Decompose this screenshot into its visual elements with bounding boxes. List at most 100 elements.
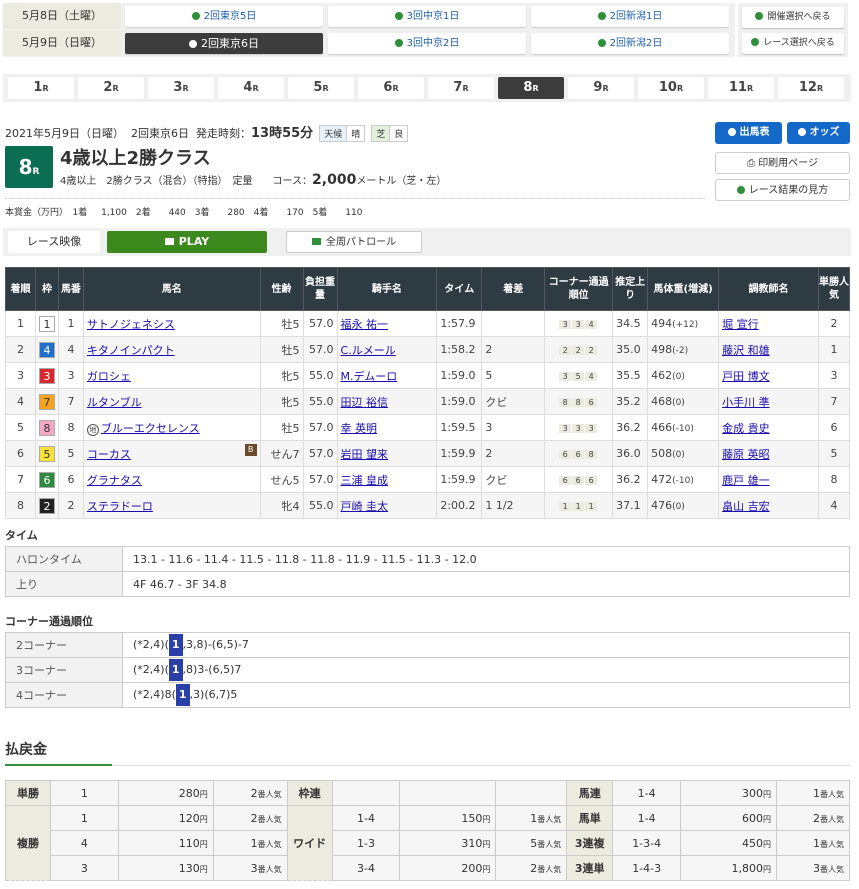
trainer-link[interactable]: 小手川 準 (722, 395, 770, 409)
combination-value: 1-4-3 (632, 861, 662, 875)
horse-name-link[interactable]: コーカス (86, 447, 131, 461)
race-button-1[interactable]: 1R (8, 77, 74, 99)
race-button-5[interactable]: 5R (288, 77, 354, 99)
finish-time: 1:59.0 (436, 362, 483, 389)
play-button[interactable]: PLAY (107, 231, 267, 253)
combination: 1-4 (612, 780, 682, 806)
meet-button-active[interactable]: 2回東京6日 (125, 33, 323, 54)
corner-position: 8 (559, 398, 572, 407)
horse-name-link[interactable]: ブルーエクセレンス (100, 421, 200, 435)
odds-button[interactable]: オッズ (787, 122, 850, 144)
race-button-3[interactable]: 3R (148, 77, 214, 99)
race-button-6[interactable]: 6R (358, 77, 424, 99)
race-suffix: R (182, 84, 189, 93)
horse-name-cell: キタノインパクト (82, 336, 261, 363)
column-header: 着順 (5, 267, 36, 311)
trainer-link[interactable]: 鹿戸 雄一 (722, 473, 770, 487)
column-header: 推定上り (612, 267, 649, 311)
result-guide-button[interactable]: レース結果の見方 (715, 179, 850, 201)
payout-amount: 1,800円 (680, 855, 777, 881)
entries-button[interactable]: 出馬表 (715, 122, 782, 144)
horse-name-cell: ガロシェ (82, 362, 261, 389)
print-page-button[interactable]: ⎙ 印刷用ページ (715, 152, 850, 174)
button-label: オッズ (809, 127, 840, 138)
jockey-cell: 幸 英明 (336, 414, 438, 441)
jockey-link[interactable]: 岩田 望来 (340, 447, 389, 461)
patrol-button[interactable]: 全周パトロール (286, 231, 422, 253)
race-button-8[interactable]: 8R (498, 77, 564, 99)
race-button-4[interactable]: 4R (218, 77, 284, 99)
column-header: 馬名 (82, 267, 261, 311)
horse-name-link[interactable]: サトノジェネシス (86, 317, 175, 331)
payout-amount-value: 200 (461, 861, 483, 875)
race-video-label: レース映像 (8, 231, 100, 253)
sex-age: 牝5 (259, 362, 304, 389)
race-button-9[interactable]: 9R (568, 77, 634, 99)
trainer-link[interactable]: 藤沢 和雄 (722, 343, 770, 357)
finish-time: 1:59.5 (436, 414, 483, 441)
corner-order-post: ,8)3-(6,5)7 (182, 663, 242, 676)
bet-type-label-value: 3連複 (574, 837, 605, 850)
trainer-cell: 戸田 博文 (718, 362, 819, 389)
horse-name-link[interactable]: ステラドーロ (86, 499, 153, 513)
jockey-link[interactable]: 戸崎 圭太 (340, 499, 389, 513)
back-to-race-button[interactable]: レース選択へ戻る (742, 33, 844, 54)
jockey-link[interactable]: 福永 祐一 (340, 317, 389, 331)
meet-button[interactable]: 2回新潟2日 (531, 33, 729, 54)
meet-button[interactable]: 2回新潟1日 (531, 6, 729, 27)
horse-name-link[interactable]: グラナタス (86, 473, 142, 487)
trainer-link[interactable]: 戸田 博文 (722, 369, 770, 383)
race-button-10[interactable]: 10R (638, 77, 704, 99)
payout-popularity: 2番人気 (212, 805, 288, 831)
jockey-link[interactable]: C.ルメール (340, 343, 396, 357)
trainer-link[interactable]: 堀 宣行 (722, 317, 759, 331)
bet-type-label: 複勝 (5, 805, 51, 881)
back-to-meet-button[interactable]: 開催選択へ戻る (742, 7, 844, 28)
horse-number: 8 (57, 414, 84, 441)
chevron-down-icon (189, 40, 197, 48)
race-number: 4 (243, 80, 253, 95)
jockey-link[interactable]: 幸 英明 (340, 421, 378, 435)
horse-name-link[interactable]: キタノインパクト (86, 343, 175, 357)
corner-position: 3 (559, 372, 572, 381)
combination: 1-3 (331, 830, 401, 856)
race-button-11[interactable]: 11R (708, 77, 774, 99)
finish-position: 1 (5, 310, 36, 337)
jockey-link[interactable]: 三浦 皇成 (340, 473, 389, 487)
trainer-cell: 畠山 吉宏 (718, 492, 819, 519)
table-row: 1 1 1 サトノジェネシス 牡5 57.0 福永 祐一 1:57.9 3 3 4 34.5 494(+… (5, 310, 851, 337)
horse-number: 3 (57, 362, 84, 389)
race-button-12[interactable]: 12R (778, 77, 844, 99)
button-label: 全周パトロール (325, 237, 397, 248)
column-header: 着差 (481, 267, 546, 311)
payout-popularity-value: 1 (813, 786, 820, 800)
race-button-7[interactable]: 7R (428, 77, 494, 99)
popularity: 7 (817, 388, 851, 415)
finish-time: 1:59.9 (436, 466, 483, 493)
margin: 2 (481, 440, 546, 467)
payout-amount-value: 450 (742, 836, 763, 850)
trainer-link[interactable]: 畠山 吉宏 (722, 499, 770, 513)
jockey-link[interactable]: M.デムーロ (340, 369, 398, 383)
race-button-2[interactable]: 2R (78, 77, 144, 99)
meet-button[interactable]: 3回中京2日 (328, 33, 526, 54)
jockey-link[interactable]: 田辺 裕信 (340, 395, 389, 409)
trainer-link[interactable]: 金成 貴史 (722, 421, 770, 435)
horse-name-link[interactable]: ルタンブル (86, 395, 142, 409)
corner-position: 2 (572, 346, 585, 355)
meet-button[interactable]: 3回中京1日 (328, 6, 526, 27)
corner-position: 3 (572, 320, 585, 329)
corner-table: 2コーナー (*2,4)(1,3,8)-(6,5)-7 3コーナー (*2,4)(1,… (5, 632, 850, 708)
corner-position: 6 (572, 450, 585, 459)
payout-amount (399, 780, 497, 806)
meet-button[interactable]: 2回東京5日 (125, 6, 323, 27)
horse-name-link[interactable]: ガロシェ (86, 369, 131, 383)
trainer-link[interactable]: 藤原 英昭 (722, 447, 770, 461)
horse-name-cell: ルタンブル (82, 388, 261, 415)
corner-position: 3 (559, 424, 572, 433)
combination-value: 3 (80, 861, 88, 875)
body-weight-value: 476 (651, 499, 673, 512)
bet-type-label: 3連複 (566, 830, 614, 856)
